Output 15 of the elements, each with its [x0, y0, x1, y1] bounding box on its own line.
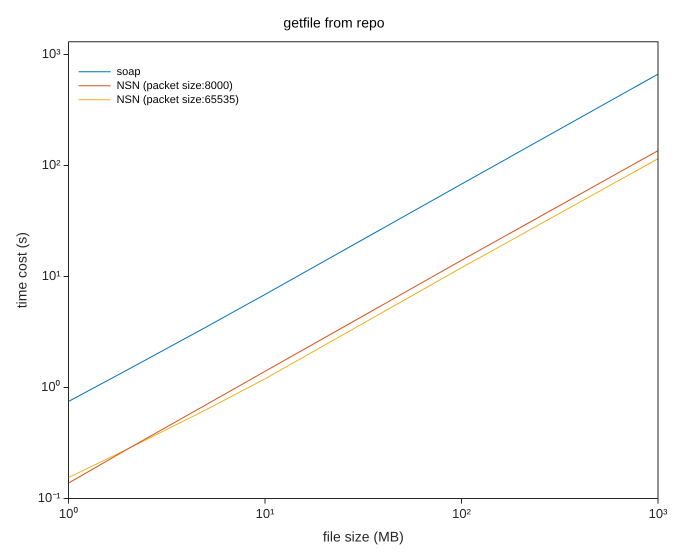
y-tick-label: 10⁰	[41, 379, 61, 394]
x-tick-label: 10⁰	[58, 506, 78, 521]
x-tick-label: 10²	[452, 506, 472, 521]
legend-label: soap	[116, 66, 140, 78]
x-tick-label: 10³	[648, 506, 668, 521]
legend-label: NSN (packet size:65535)	[116, 94, 239, 106]
y-tick-label: 10³	[42, 46, 62, 62]
y-tick-label: 10²	[42, 157, 62, 172]
y-tick-label: 10⁻¹	[38, 490, 62, 506]
x-tick-label: 10¹	[256, 506, 276, 521]
chart-title: getfile from repo	[283, 14, 385, 30]
y-tick-label: 10¹	[42, 268, 62, 284]
x-axis-title: file size (MB)	[322, 528, 404, 544]
legend-label: NSN (packet size:8000)	[116, 80, 233, 92]
y-axis-title: time cost (s)	[13, 232, 30, 308]
